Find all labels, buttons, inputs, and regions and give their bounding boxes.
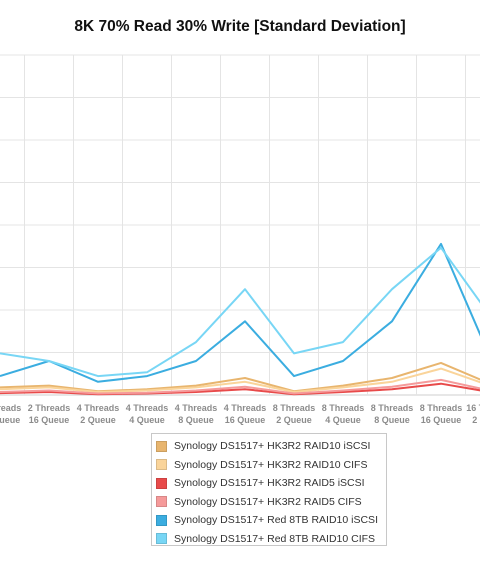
legend-swatch (156, 477, 167, 489)
series-layer (0, 242, 480, 396)
legend-item[interactable]: Synology DS1517+ HK3R2 RAID10 iSCSI (156, 437, 386, 456)
series-line-0 (0, 361, 480, 393)
series-line-5 (0, 246, 480, 378)
series-line-1 (0, 367, 480, 393)
legend-label: Synology DS1517+ HK3R2 RAID5 iSCSI (174, 477, 365, 490)
legend-swatch (156, 533, 167, 545)
legend-label: Synology DS1517+ HK3R2 RAID10 CIFS (174, 458, 368, 471)
legend-swatch (156, 440, 167, 452)
legend-label: Synology DS1517+ Red 8TB RAID10 iSCSI (174, 514, 378, 527)
legend-item[interactable]: Synology DS1517+ Red 8TB RAID10 iSCSI (156, 511, 386, 530)
x-tick-label: 4 Threads 2 Queue (77, 403, 120, 425)
x-tick-label: 4 Threads 8 Queue (175, 403, 218, 425)
x-tick-label: 8 Threads 2 Queue (273, 403, 316, 425)
legend-label: Synology DS1517+ HK3R2 RAID5 CIFS (174, 495, 362, 508)
legend-swatch (156, 459, 167, 471)
legend-item[interactable]: Synology DS1517+ HK3R2 RAID10 CIFS (156, 456, 386, 475)
x-tick-label: 8 Threads 4 Queue (322, 403, 365, 425)
gridlines (0, 54, 480, 396)
x-tick-label: 4 Threads 16 Queue (224, 403, 267, 425)
x-tick-label: 2 Threads 16 Queue (28, 403, 71, 425)
x-tick-label: 8 Threads 8 Queue (371, 403, 414, 425)
legend-item[interactable]: Synology DS1517+ HK3R2 RAID5 CIFS (156, 493, 386, 512)
legend-label: Synology DS1517+ HK3R2 RAID10 iSCSI (174, 440, 371, 453)
x-tick-label: 8 Threads 16 Queue (420, 403, 463, 425)
legend: Synology DS1517+ HK3R2 RAID10 iSCSI Synol… (151, 433, 387, 546)
chart-title: 8K 70% Read 30% Write [Standard Deviatio… (74, 18, 406, 35)
legend-swatch (156, 496, 167, 508)
series-line-4 (0, 242, 480, 383)
series-line-3 (0, 378, 480, 395)
legend-swatch (156, 514, 167, 526)
legend-item[interactable]: Synology DS1517+ HK3R2 RAID5 iSCSI (156, 474, 386, 493)
x-tick-label: 4 Threads 4 Queue (126, 403, 169, 425)
legend-label: Synology DS1517+ Red 8TB RAID10 CIFS (174, 532, 376, 545)
legend-item[interactable]: Synology DS1517+ Red 8TB RAID10 CIFS (156, 530, 386, 549)
